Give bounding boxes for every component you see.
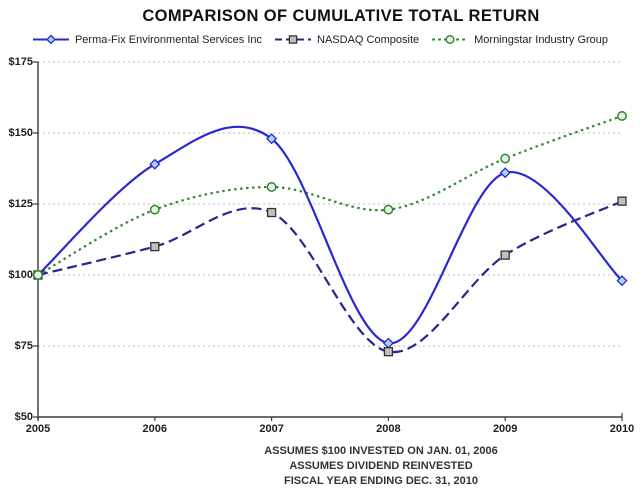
footnote-line: ASSUMES DIVIDEND REINVESTED — [289, 460, 473, 472]
diamond-marker — [499, 167, 511, 179]
legend-item-1: NASDAQ Composite — [274, 33, 419, 46]
footnote-line: FISCAL YEAR ENDING DEC. 31, 2010 — [284, 475, 478, 487]
series-line-2 — [37, 114, 623, 276]
series-lines — [37, 114, 623, 354]
diamond-marker — [266, 133, 278, 145]
series-line-1 — [37, 200, 623, 354]
legend-label: Morningstar Industry Group — [474, 33, 609, 46]
circle-marker — [266, 182, 277, 192]
series-line-0 — [37, 125, 623, 345]
chart-footnotes: ASSUMES $100 INVESTED ON JAN. 01, 2006 A… — [181, 444, 581, 489]
legend-diamond-line-icon — [32, 34, 69, 45]
circle-marker — [383, 204, 394, 215]
legend-item-0: Perma-Fix Environmental Services Inc — [32, 33, 262, 46]
gridlines — [38, 61, 622, 347]
square-marker — [288, 35, 298, 44]
diamond-marker — [149, 158, 161, 170]
legend-label: NASDAQ Composite — [317, 33, 420, 46]
square-marker — [500, 250, 510, 260]
square-marker — [150, 241, 160, 252]
square-marker — [617, 196, 627, 206]
square-marker — [266, 207, 277, 218]
footnote-line: ASSUMES $100 INVESTED ON JAN. 01, 2006 — [264, 445, 498, 457]
square-marker — [383, 347, 394, 357]
diamond-marker — [382, 337, 394, 349]
diamond-marker — [616, 275, 628, 287]
diamond-marker — [46, 34, 56, 45]
legend-label: Perma-Fix Environmental Services Inc — [74, 33, 263, 46]
legend-item-2: Morningstar Industry Group — [431, 33, 608, 46]
circle-marker — [617, 111, 627, 121]
legend-circle-line-icon — [432, 35, 469, 44]
circle-marker — [445, 35, 455, 44]
circle-marker — [33, 270, 43, 280]
circle-marker — [149, 204, 160, 215]
chart-title: COMPARISON OF CUMULATIVE TOTAL RETURN — [142, 7, 540, 25]
series-markers — [32, 111, 628, 357]
circle-marker — [500, 153, 511, 164]
legend: Perma-Fix Environmental Services Inc NASD… — [0, 33, 640, 46]
legend-square-line-icon — [275, 35, 312, 44]
